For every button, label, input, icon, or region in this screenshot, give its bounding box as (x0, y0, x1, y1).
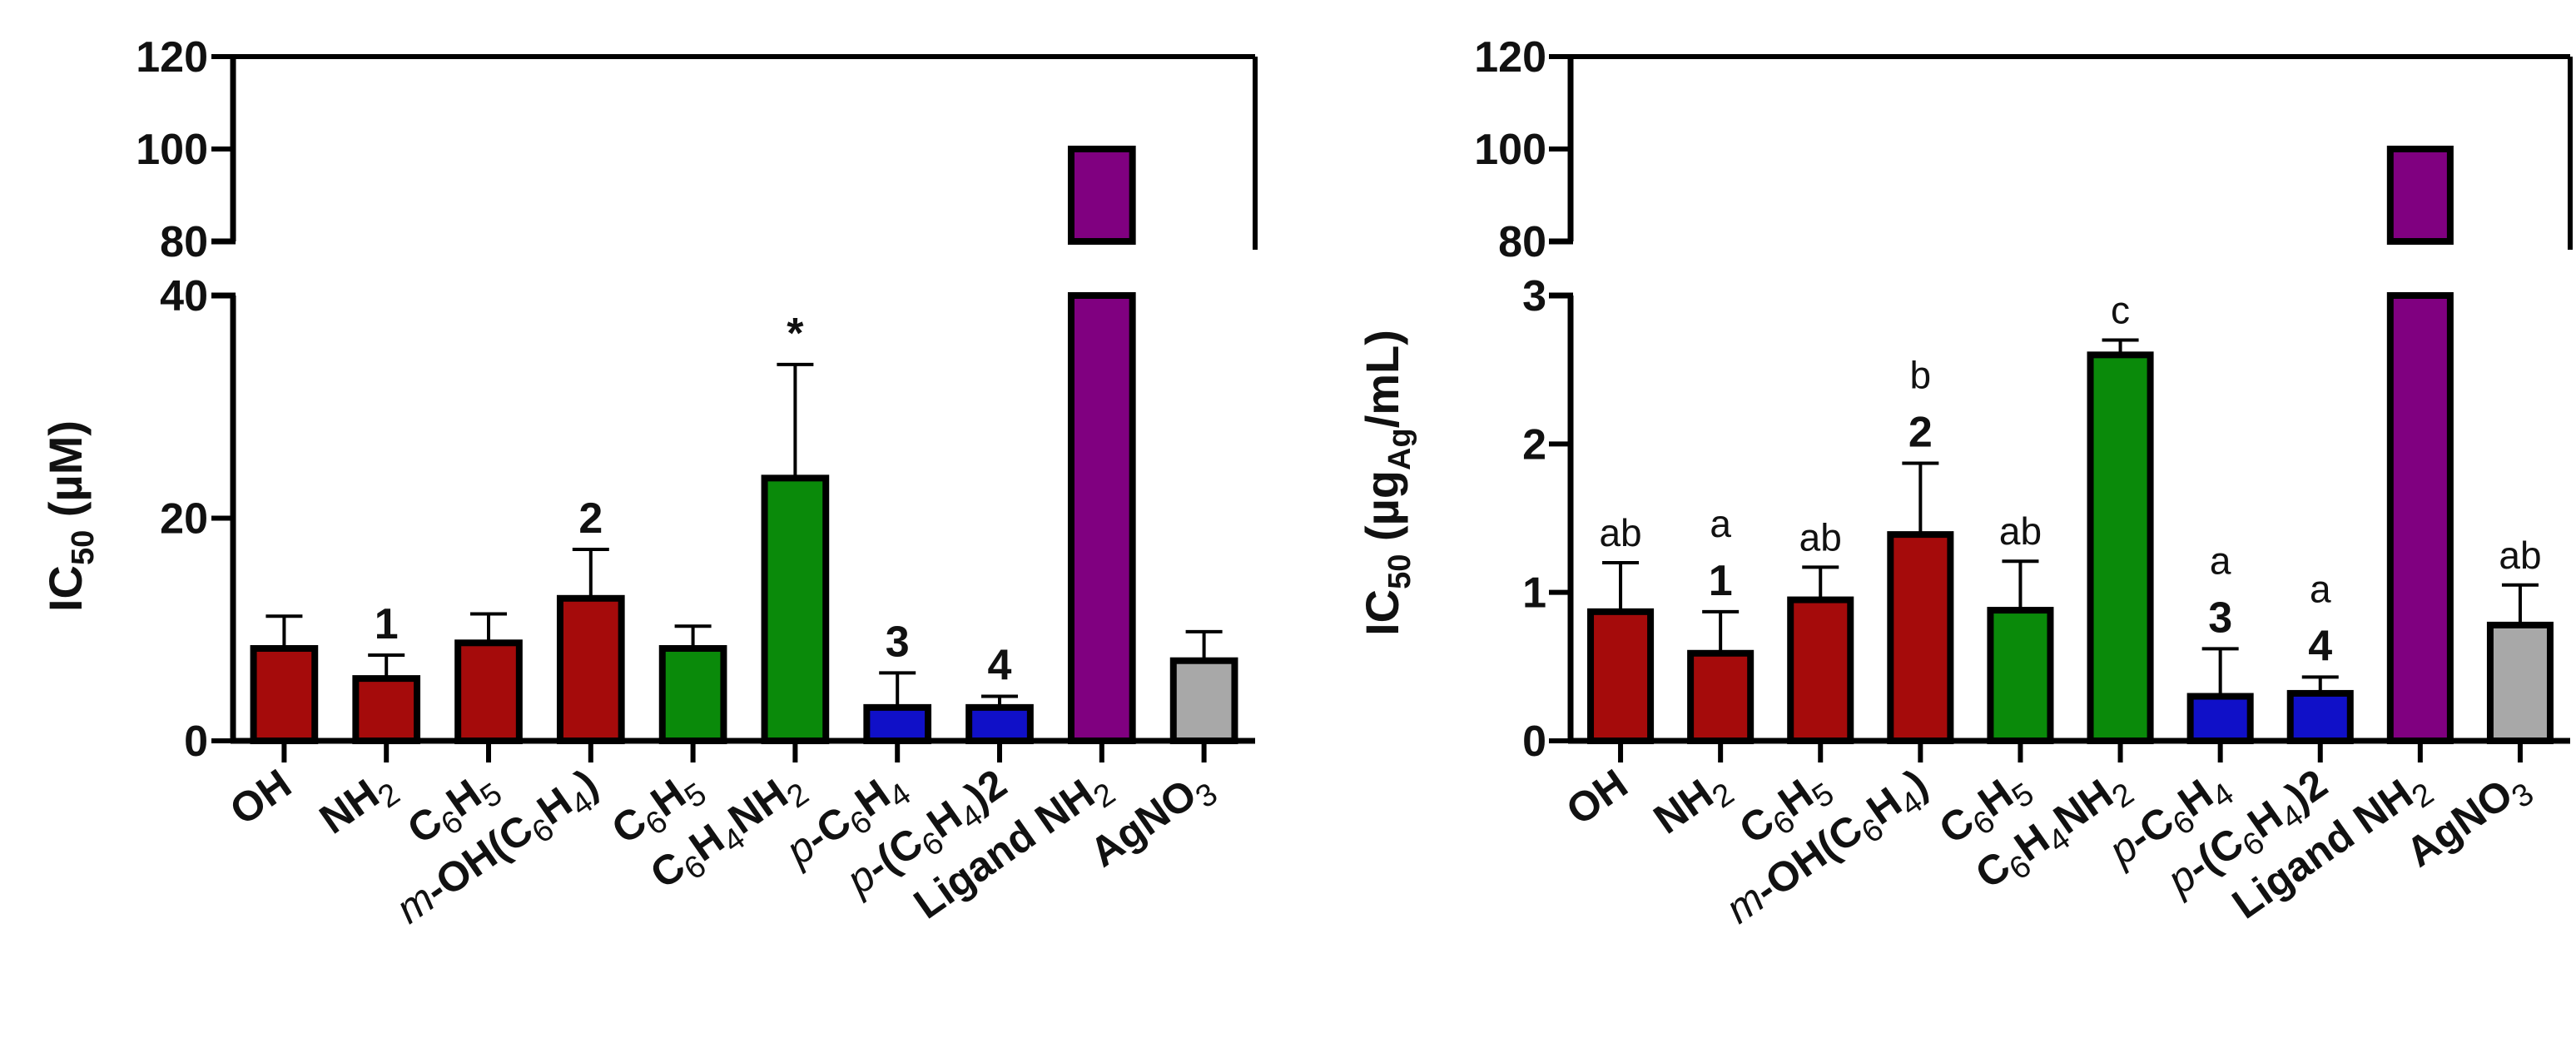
y-tick-label: 0 (184, 718, 208, 766)
significance-letter: ab (1999, 509, 2042, 553)
compound-number-label: 4 (2308, 622, 2332, 670)
bar-lower-segment (2386, 292, 2454, 744)
bar-annotations: ab 1 a ab 2 b ab c 3 a 4 a ab (1599, 289, 2541, 671)
y-ticks: 0 20 40 80 100 120 (136, 33, 233, 766)
bar-lower-segment (1067, 292, 1136, 744)
y-axis-label: IC50 (µgAg/mL) (1356, 330, 1417, 636)
significance-letter: ab (1799, 515, 1842, 559)
bar (1587, 608, 1655, 744)
y-tick-label: 80 (1498, 218, 1546, 266)
compound-number-label: 3 (886, 618, 910, 666)
significance-letter: ab (2499, 534, 2541, 577)
bar (1987, 607, 2054, 744)
significance-letter: b (1910, 354, 1932, 397)
significance-letter: ab (1599, 511, 1641, 554)
y-tick-label: 2 (1522, 420, 1546, 469)
bar (761, 474, 830, 744)
y-tick-label: 80 (160, 218, 208, 266)
bar (454, 639, 523, 744)
bar (2087, 351, 2154, 744)
bar (1687, 649, 1755, 744)
bar (965, 703, 1034, 744)
bar (2186, 693, 2254, 744)
compound-number-label: 2 (578, 494, 603, 543)
compound-number-label: 2 (1908, 409, 1933, 457)
bar (1787, 596, 1854, 744)
bar (352, 675, 421, 744)
y-tick-label: 100 (136, 126, 208, 174)
bar-upper-segment (2386, 146, 2454, 245)
bar (1887, 531, 1954, 744)
bar (556, 594, 625, 744)
bar (2286, 689, 2354, 745)
bar-annotations: 1 2 * 3 4 (375, 310, 1012, 690)
bar (1169, 657, 1238, 745)
bar (2486, 621, 2554, 745)
y-tick-label: 3 (1522, 272, 1546, 320)
y-ticks: 0 1 2 3 80 100 120 (1474, 33, 1571, 766)
bar-upper-segment (1067, 146, 1136, 245)
significance-letter: a (2310, 567, 2331, 610)
y-tick-label: 20 (160, 495, 208, 544)
y-tick-label: 120 (136, 33, 208, 82)
bar (658, 644, 727, 744)
bars (250, 146, 1238, 762)
compound-number-label: 1 (375, 600, 399, 648)
significance-letter: a (1710, 502, 1731, 545)
y-tick-label: 40 (160, 272, 208, 320)
y-axis-label: IC50 (µM) (39, 420, 101, 612)
bar (863, 703, 932, 744)
y-tick-label: 100 (1474, 126, 1546, 174)
significance-letter: c (2111, 289, 2130, 332)
y-tick-label: 0 (1522, 718, 1546, 766)
right-chart-panel: 0 1 2 3 80 100 120 IC50 (µgAg/mL) ab 1 a ab 2 b ab c 3 a 4… (1356, 33, 2573, 932)
bars (1587, 146, 2554, 762)
compound-number-label: 3 (2208, 594, 2232, 642)
significance-letter: a (2210, 539, 2231, 582)
compound-number-label: 4 (988, 642, 1012, 690)
y-tick-label: 1 (1522, 569, 1546, 618)
y-tick-label: 120 (1474, 33, 1546, 82)
compound-number-label: 1 (1709, 557, 1733, 605)
x-category-label: C6H5 (1731, 760, 1841, 860)
bar (250, 644, 319, 744)
compound-number-label: * (787, 310, 804, 358)
